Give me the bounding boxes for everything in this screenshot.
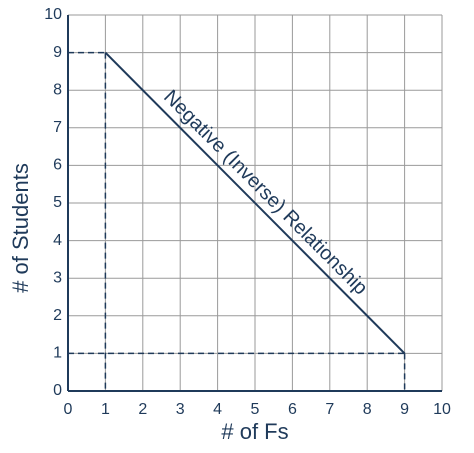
x-tick-label: 6 [288,401,297,418]
x-tick-label: 10 [433,401,451,418]
x-tick-label: 3 [176,401,185,418]
y-tick-label: 6 [53,157,62,174]
y-tick-label: 10 [44,6,62,23]
x-axis-title: # of Fs [221,419,288,444]
y-tick-label: 1 [53,345,62,362]
x-tick-label: 8 [363,401,372,418]
y-tick-label: 3 [53,269,62,286]
x-tick-label: 4 [213,401,222,418]
y-tick-label: 5 [53,194,62,211]
y-tick-label: 0 [53,382,62,399]
annotation: Negative (Inverse) Relationship [159,86,371,299]
x-tick-label: 2 [138,401,147,418]
data-line [104,51,406,355]
x-tick-label: 0 [64,401,73,418]
y-tick-label: 4 [53,232,62,249]
x-tick-label: 7 [325,401,334,418]
y-axis-title: # of Students [8,163,33,293]
x-tick-label: 5 [251,401,260,418]
y-tick-label: 7 [53,119,62,136]
x-tick-label: 1 [101,401,110,418]
y-tick-label: 8 [53,81,62,98]
x-tick-label: 9 [400,401,409,418]
y-tick-label: 9 [53,44,62,61]
y-tick-label: 2 [53,307,62,324]
